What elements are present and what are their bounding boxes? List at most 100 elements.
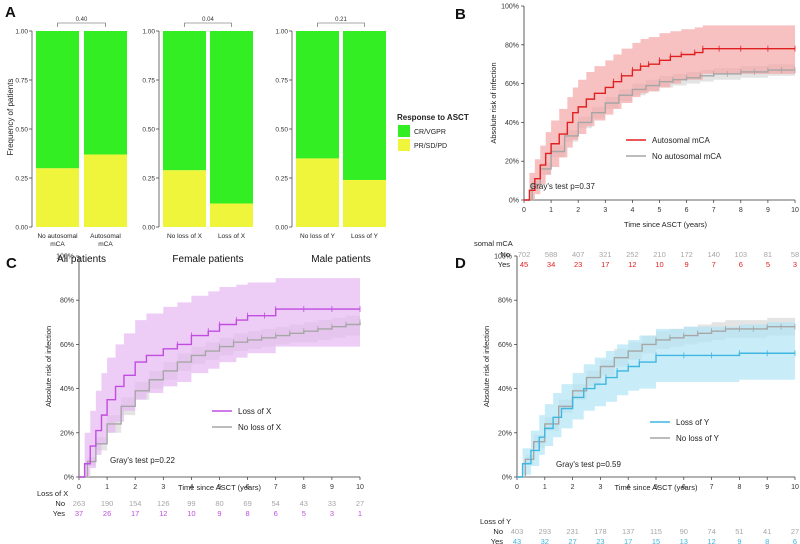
- bar-segment-cr-vgpr: [36, 31, 79, 169]
- x-tick-label: 5: [658, 207, 662, 214]
- x-tick-label: 0: [77, 484, 81, 491]
- risk-value: 41: [763, 527, 771, 536]
- x-tick-label: Loss of Y: [351, 233, 379, 240]
- ci-band-0: [517, 322, 795, 477]
- subplot-title: All patients: [57, 254, 106, 265]
- x-tick-label: 8: [739, 207, 743, 214]
- bar-segment-pr-sd-pd: [296, 158, 339, 227]
- x-tick-label: No loss of X: [167, 233, 203, 240]
- x-tick-label: 4: [189, 484, 193, 491]
- risk-value: 34: [547, 260, 555, 269]
- risk-value: 7: [712, 260, 716, 269]
- y-tick-label: 20%: [498, 430, 512, 437]
- x-tick-label: 10: [791, 484, 799, 491]
- x-tick-label: 7: [274, 484, 278, 491]
- risk-value: 140: [707, 250, 720, 259]
- risk-value: 17: [131, 509, 139, 518]
- bar-segment-pr-sd-pd: [36, 168, 79, 227]
- x-tick-label: 0: [515, 484, 519, 491]
- x-tick-label: 1: [543, 484, 547, 491]
- bar-segment-cr-vgpr: [84, 31, 127, 155]
- y-tick-label: 80%: [498, 298, 512, 305]
- risk-value: 27: [568, 537, 576, 544]
- risk-value: 27: [356, 499, 364, 508]
- risk-row-label: No: [55, 499, 65, 508]
- risk-value: 190: [101, 499, 114, 508]
- series-line-0: [517, 352, 795, 478]
- risk-value: 13: [680, 537, 688, 544]
- risk-value: 26: [103, 509, 111, 518]
- legend-label-cr-vgpr: CR/VGPR: [414, 129, 446, 136]
- y-tick-label: 60%: [498, 342, 512, 349]
- bar-segment-cr-vgpr: [296, 31, 339, 159]
- x-tick-label: 1: [549, 207, 553, 214]
- y-tick-label: 0.50: [15, 127, 28, 134]
- y-tick-label: 80%: [505, 42, 519, 49]
- x-tick-label: mCA: [98, 241, 113, 248]
- y-tick-label: 0%: [64, 475, 74, 482]
- y-tick-label: 0.25: [15, 176, 28, 183]
- bar-segment-cr-vgpr: [343, 31, 386, 180]
- legend-label: Loss of X: [238, 407, 272, 416]
- y-tick-label: 60%: [60, 342, 74, 349]
- risk-value: 172: [680, 250, 693, 259]
- y-axis-label: Absolute risk of infection: [482, 326, 491, 407]
- risk-value: 33: [328, 499, 336, 508]
- legend-label: Autosomal mCA: [652, 136, 710, 145]
- risk-value: 154: [129, 499, 142, 508]
- panel-a-legend: Response to ASCT CR/VGPR PR/SD/PD: [397, 113, 469, 151]
- pvalue-label: 0.40: [76, 17, 88, 23]
- risk-value: 3: [330, 509, 334, 518]
- x-tick-label: 7: [710, 484, 714, 491]
- pvalue-bracket: [184, 22, 232, 27]
- x-tick-label: 3: [161, 484, 165, 491]
- risk-value: 1: [358, 509, 362, 518]
- y-tick-label: 0.00: [275, 225, 288, 232]
- y-tick-label: 40%: [505, 120, 519, 127]
- risk-row-label: No: [500, 250, 510, 259]
- x-tick-label: 8: [737, 484, 741, 491]
- y-tick-label: 0.00: [142, 225, 155, 232]
- x-tick-label: 2: [133, 484, 137, 491]
- risk-value: 23: [596, 537, 604, 544]
- y-tick-label: 0.00: [15, 225, 28, 232]
- x-axis-label: Time since ASCT (years): [178, 483, 261, 492]
- risk-value: 6: [793, 537, 797, 544]
- x-tick-label: No autosomal: [37, 233, 78, 240]
- risk-value: 45: [520, 260, 528, 269]
- y-tick-label: 0.75: [275, 78, 288, 85]
- pvalue-label: 0.04: [202, 17, 214, 23]
- risk-value: 103: [735, 250, 748, 259]
- risk-value: 17: [601, 260, 609, 269]
- pvalue-label: 0.21: [335, 17, 347, 23]
- bar-segment-pr-sd-pd: [163, 170, 206, 227]
- x-tick-label: 4: [630, 207, 634, 214]
- panel-letter-b: B: [455, 6, 466, 23]
- risk-value: 10: [187, 509, 195, 518]
- panel-letter-c: C: [6, 255, 17, 272]
- legend-label-pr-sd-pd: PR/SD/PD: [414, 143, 447, 150]
- risk-row-label: Yes: [491, 537, 503, 544]
- y-tick-label: 0.25: [275, 176, 288, 183]
- y-tick-label: 1.00: [15, 29, 28, 36]
- risk-value: 81: [764, 250, 772, 259]
- subplot-title: Male patients: [311, 254, 370, 265]
- risk-value: 17: [624, 537, 632, 544]
- gray-test-c: Gray's test p=0.22: [110, 456, 175, 465]
- risk-value: 3: [793, 260, 797, 269]
- legend-label: No loss of X: [238, 423, 282, 432]
- risk-value: 32: [541, 537, 549, 544]
- y-axis-label: Absolute risk of infection: [489, 62, 498, 143]
- risk-value: 115: [650, 527, 662, 536]
- x-tick-label: Loss of X: [218, 233, 246, 240]
- x-tick-label: 9: [766, 207, 770, 214]
- risk-value: 231: [566, 527, 579, 536]
- x-tick-label: 6: [682, 484, 686, 491]
- x-tick-label: 1: [105, 484, 109, 491]
- risk-value: 43: [513, 537, 521, 544]
- gray-test-b: Gray's test p=0.37: [530, 182, 595, 191]
